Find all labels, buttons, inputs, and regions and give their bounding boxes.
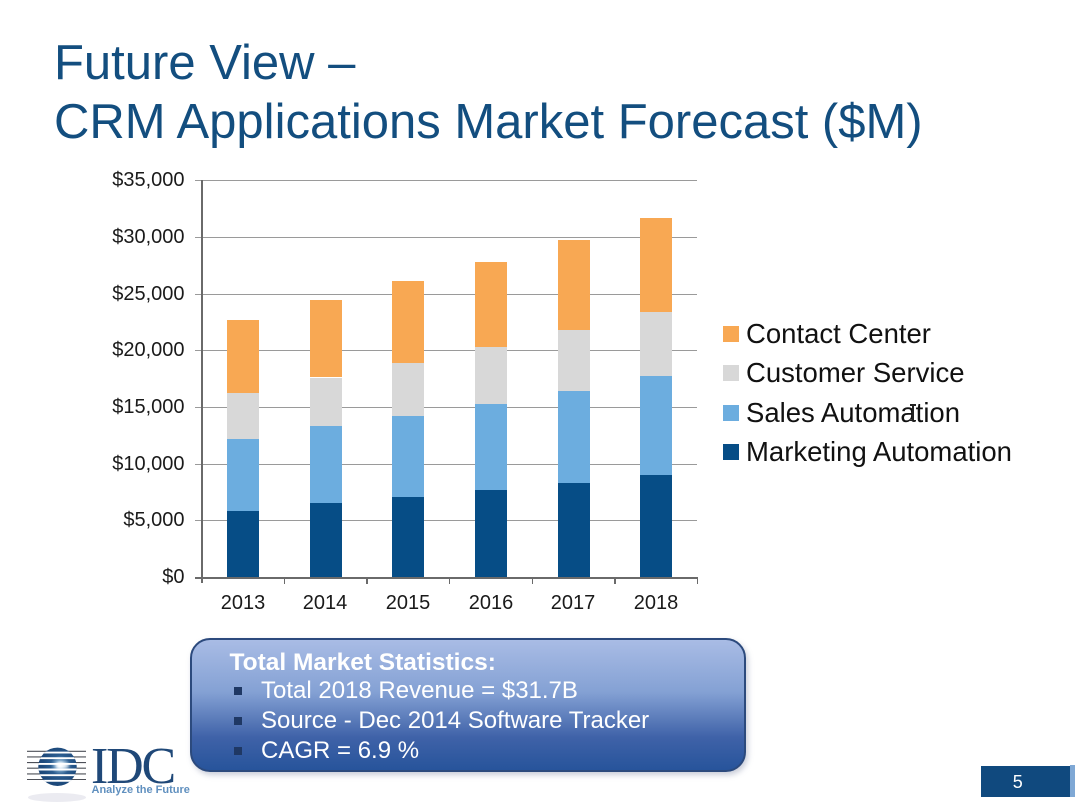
svg-text:Analyze the Future: Analyze the Future	[92, 784, 190, 796]
svg-text:IDC: IDC	[91, 740, 174, 795]
